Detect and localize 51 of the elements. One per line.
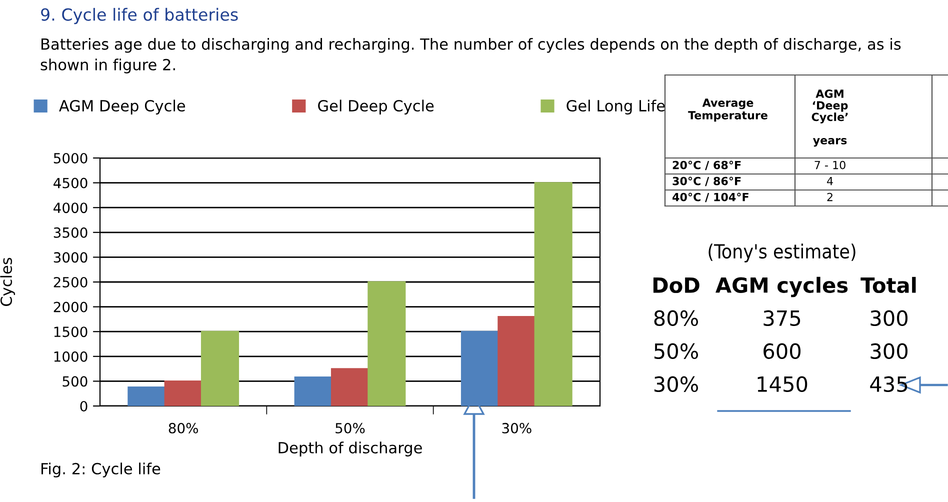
x-tick-label: 30% (502, 422, 532, 434)
legend-label: AGM Deep Cycle (59, 100, 186, 114)
text: 2 (827, 192, 832, 202)
y-tick-label: 2500 (54, 276, 88, 288)
text: Average Temperature (688, 98, 768, 122)
bar (294, 376, 332, 406)
bar (330, 368, 370, 406)
text: 20°C / 68°F (672, 160, 741, 170)
bar (164, 380, 202, 406)
text: DoD (653, 278, 700, 294)
bar (498, 316, 536, 406)
y-tick-label: 4000 (54, 202, 88, 214)
text: (Tony's estimate) (708, 244, 856, 262)
y-tick-label: 500 (62, 376, 88, 387)
bar (128, 386, 166, 406)
bar (534, 182, 572, 406)
x-tick-label: 80% (168, 422, 198, 434)
text: 4 (827, 176, 833, 186)
bar (368, 281, 406, 406)
chart-subtitle: Batteries age due to discharging and recharging. The number of cycles depends on the depth of discharge, as is shown in figure 2. (40, 38, 901, 74)
y-tick-label: 0 (80, 400, 88, 412)
y-tick-label: 1000 (54, 351, 88, 362)
text: 80% (654, 310, 698, 326)
y-axis-title: Cycles (0, 258, 15, 306)
text: 300 (870, 343, 908, 360)
text: 40°C / 104°F (672, 192, 748, 202)
y-tick-label: 4500 (54, 178, 88, 188)
text: 30% (654, 376, 698, 392)
text: AGM ‘Deep Cycle’ years (812, 90, 848, 147)
text: 435 (870, 376, 908, 392)
text: 600 (764, 343, 800, 360)
x-axis-title: Depth of discharge (278, 442, 422, 456)
y-tick-label: 1500 (54, 326, 88, 338)
text: 375 (764, 310, 800, 326)
y-tick-label: 2000 (54, 302, 88, 312)
text: AGM cycles (716, 276, 848, 298)
text: 50% (654, 343, 698, 360)
caption: Fig. 2: Cycle life (42, 462, 160, 478)
legend-label: Gel Long Life (566, 100, 665, 114)
chart-title: 9. Cycle life of batteries (41, 8, 238, 24)
x-tick-label: 50% (336, 422, 365, 434)
text: Total (860, 276, 916, 294)
text: 30°C / 86°F (672, 176, 741, 186)
text: 7 - 10 (814, 160, 846, 170)
bar (200, 330, 240, 406)
y-tick-label: 3500 (54, 227, 88, 238)
y-tick-label: 5000 (54, 152, 88, 164)
y-tick-label: 3000 (54, 252, 88, 263)
text: 1450 (758, 376, 808, 392)
text: 300 (870, 310, 908, 326)
legend-label: Gel Deep Cycle (318, 100, 434, 114)
